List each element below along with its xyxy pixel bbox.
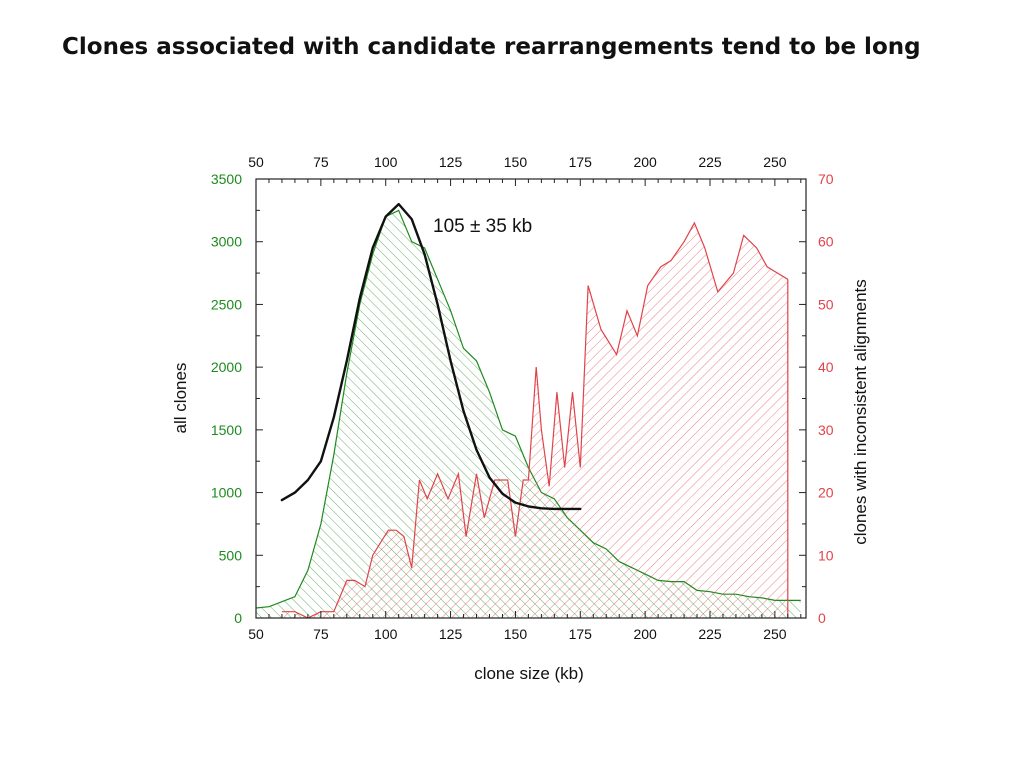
x-tick-label-bottom: 175 <box>569 626 593 642</box>
y-right-tick-label: 60 <box>818 234 834 250</box>
x-tick-label-bottom: 150 <box>504 626 528 642</box>
x-tick-label-top: 225 <box>698 154 722 170</box>
x-tick-label-top: 200 <box>633 154 657 170</box>
x-tick-label-bottom: 200 <box>633 626 657 642</box>
slide-title: Clones associated with candidate rearran… <box>62 34 921 60</box>
x-tick-label-bottom: 100 <box>374 626 398 642</box>
y-right-tick-label: 0 <box>818 610 826 626</box>
x-tick-label-bottom: 250 <box>763 626 787 642</box>
y-left-tick-label: 2000 <box>211 359 242 375</box>
y-left-tick-label: 1000 <box>211 485 242 501</box>
series-0-area <box>256 210 801 618</box>
y-right-tick-label: 50 <box>818 296 834 312</box>
x-tick-label-bottom: 75 <box>313 626 329 642</box>
series-1-area <box>281 222 788 618</box>
x-axis-label: clone size (kb) <box>474 664 584 683</box>
y-left-tick-label: 3000 <box>211 234 242 250</box>
x-tick-label-bottom: 225 <box>698 626 722 642</box>
fit-annotation: 105 ± 35 kb <box>433 216 532 237</box>
y-left-tick-label: 500 <box>219 547 243 563</box>
x-tick-label-top: 100 <box>374 154 398 170</box>
y-axis-label-left: all clones <box>171 363 190 434</box>
fit-curve <box>280 202 582 511</box>
x-tick-label-top: 50 <box>248 154 264 170</box>
series-1-outline <box>281 221 789 618</box>
y-axis-label-right: clones with inconsistent alignments <box>851 279 870 545</box>
y-left-tick-label: 0 <box>234 610 242 626</box>
y-right-tick-label: 20 <box>818 485 834 501</box>
y-left-tick-label: 3500 <box>211 171 242 187</box>
x-tick-label-bottom: 125 <box>439 626 463 642</box>
x-tick-label-top: 150 <box>504 154 528 170</box>
x-tick-label-bottom: 50 <box>248 626 264 642</box>
x-tick-label-top: 250 <box>763 154 787 170</box>
x-tick-label-top: 125 <box>439 154 463 170</box>
y-right-tick-label: 70 <box>818 171 834 187</box>
y-left-tick-label: 2500 <box>211 296 242 312</box>
y-right-tick-label: 40 <box>818 359 834 375</box>
x-tick-label-top: 75 <box>313 154 329 170</box>
y-left-tick-label: 1500 <box>211 422 242 438</box>
x-tick-label-top: 175 <box>569 154 593 170</box>
y-right-tick-label: 10 <box>818 547 834 563</box>
y-right-tick-label: 30 <box>818 422 834 438</box>
